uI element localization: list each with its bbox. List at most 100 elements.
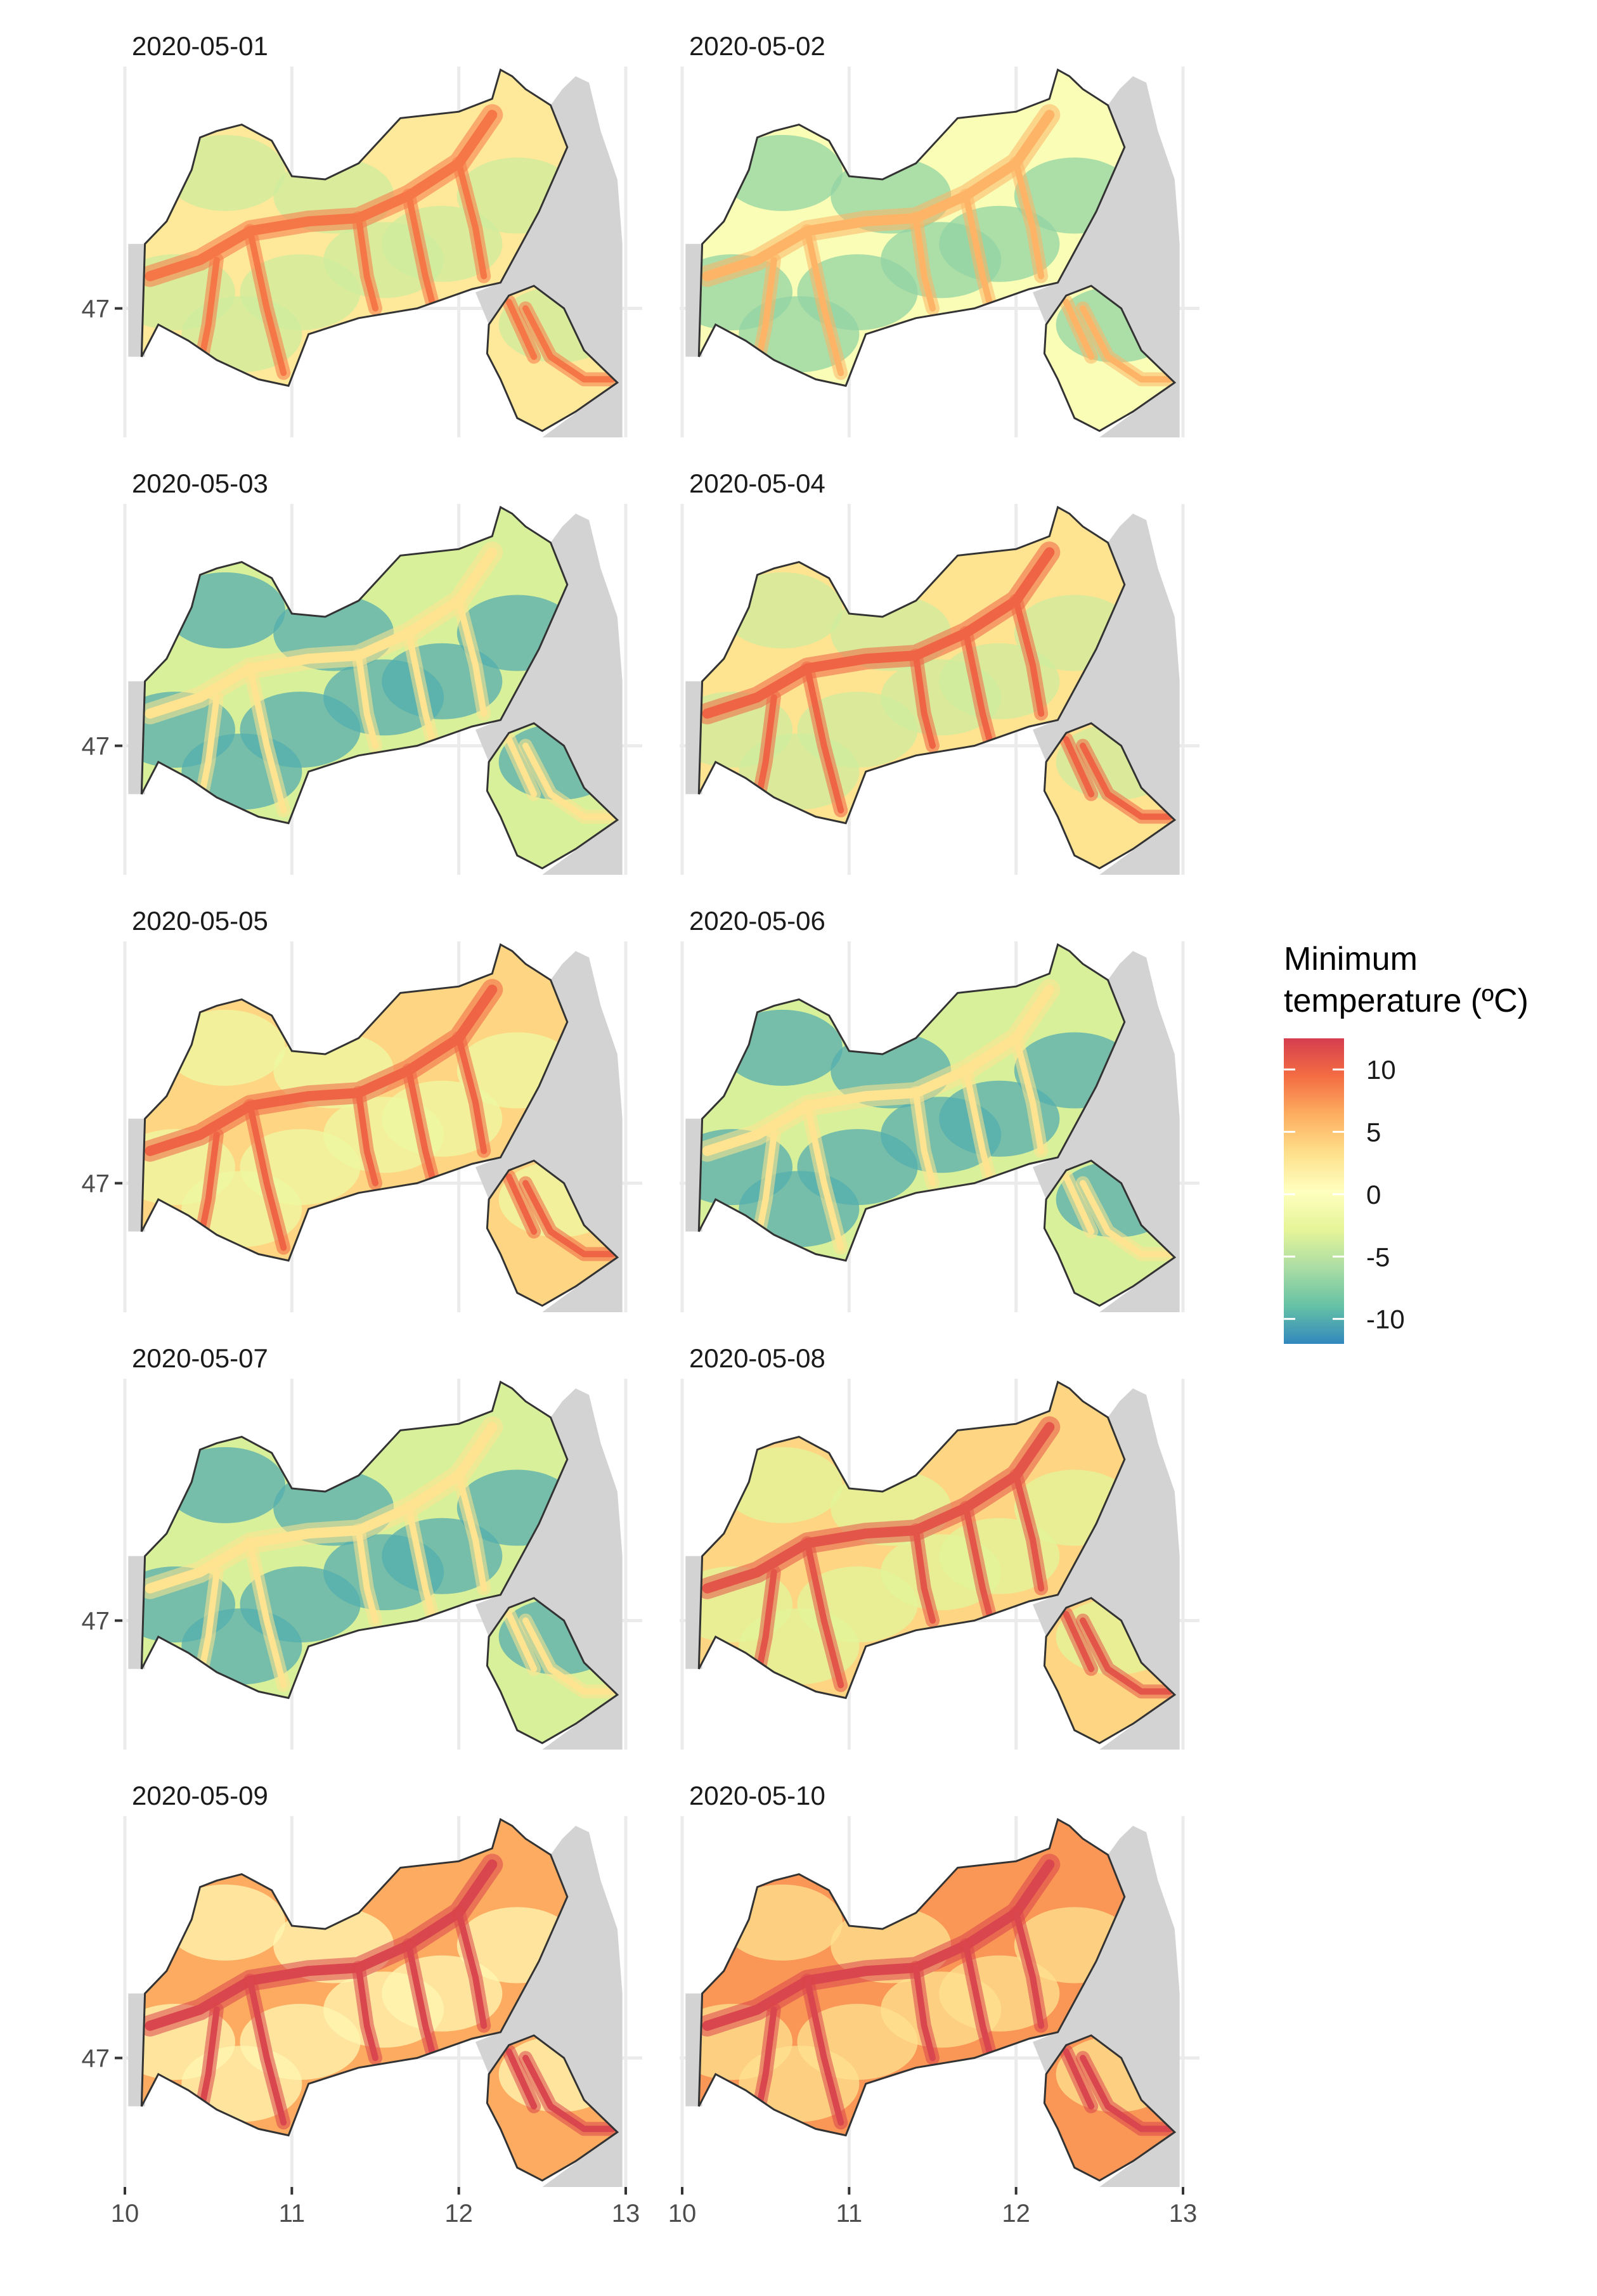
valley-warm-core xyxy=(522,2054,616,2132)
cold-mountain-area xyxy=(165,1447,285,1523)
valley-warm-core xyxy=(247,1977,287,2126)
y-tick-label: 47 xyxy=(82,733,110,761)
cold-mountain-area xyxy=(165,134,285,211)
valley-warm-core xyxy=(912,1090,936,1187)
valley-warm-core xyxy=(247,1540,287,1689)
valley-warm-core xyxy=(804,228,844,377)
valley-warm-core xyxy=(505,1611,538,1672)
valley-warm-core xyxy=(804,1977,844,2126)
neighbour-land-east xyxy=(1033,1388,1180,1750)
cold-mountain-area xyxy=(722,1884,843,1961)
facet-panel: 2020-05-10 10 11 12 13 xyxy=(668,1781,1199,2228)
east-tyrol-border xyxy=(1043,2034,1177,2182)
east-tyrol-border xyxy=(486,2034,619,2182)
neighbour-land-east xyxy=(1033,1826,1180,2187)
x-tick-label: 13 xyxy=(612,2200,640,2228)
y-tick-label: 47 xyxy=(82,1170,110,1198)
valley-warm-core xyxy=(702,110,1055,281)
north-tyrol-border xyxy=(697,1817,1126,2137)
valley-warm-core xyxy=(505,1173,538,1235)
valley-warm-core xyxy=(1063,736,1095,797)
legend-break-label: 5 xyxy=(1366,1118,1381,1147)
valley-warm-core xyxy=(1080,742,1173,820)
valley-warm-core xyxy=(1012,1472,1045,1592)
legend-title: temperature (ºC) xyxy=(1284,983,1529,1019)
north-tyrol-border xyxy=(697,505,1126,825)
facet-panel: 2020-05-08 xyxy=(680,1343,1199,1750)
neighbour-land-west xyxy=(685,1993,702,2106)
valley-warm-core xyxy=(804,1540,844,1689)
x-tick-label: 11 xyxy=(836,2200,863,2228)
x-tick-label: 12 xyxy=(444,2200,473,2228)
valley-warm-core xyxy=(912,1527,936,1624)
valley-warm-core xyxy=(1063,1173,1095,1235)
neighbour-land-east xyxy=(1033,951,1180,1312)
valley-warm-core xyxy=(145,547,498,719)
x-tick-label: 11 xyxy=(279,2200,306,2228)
valley-warm-core xyxy=(1080,2054,1173,2132)
legend-title: Minimum xyxy=(1284,941,1418,977)
facet-panel: 2020-05-03 47 xyxy=(82,468,642,875)
valley-warm-core xyxy=(1063,1611,1095,1672)
neighbour-land-west xyxy=(685,243,702,357)
east-tyrol-border xyxy=(486,722,619,870)
valley-warm-core xyxy=(355,215,378,312)
valley-warm-core xyxy=(405,192,437,312)
facet-panel: 2020-05-04 xyxy=(680,468,1199,875)
valley-warm-core xyxy=(145,110,498,281)
north-tyrol-border xyxy=(140,505,569,825)
valley-warm-core xyxy=(522,1617,616,1695)
valley-warm-core xyxy=(405,1942,437,2061)
north-tyrol-border xyxy=(697,1380,1126,1699)
valley-warm-core xyxy=(804,665,844,814)
valley-warm-core xyxy=(962,1504,995,1624)
neighbour-land-east xyxy=(475,951,623,1312)
neighbour-land-east xyxy=(475,1826,623,2187)
valley-warm-core xyxy=(702,1859,1055,2031)
valley-warm-core xyxy=(1063,299,1095,360)
facet-strip-label: 2020-05-05 xyxy=(132,906,268,936)
valley-warm-core xyxy=(455,1909,488,2029)
cold-mountain-area xyxy=(722,572,843,648)
valley-warm-core xyxy=(702,984,1055,1156)
neighbour-land-east xyxy=(475,76,623,438)
valley-warm-core xyxy=(355,1964,378,2061)
north-tyrol-border xyxy=(140,68,569,387)
cold-mountain-area xyxy=(722,1447,843,1523)
facet-panels: 2020-05-01472020-05-022020-05-03472020-0… xyxy=(82,31,1199,2228)
valley-warm-core xyxy=(522,742,616,820)
valley-warm-core xyxy=(355,1527,378,1624)
north-tyrol-border xyxy=(140,1380,569,1699)
cold-mountain-area xyxy=(165,572,285,648)
cold-mountain-area xyxy=(165,1009,285,1086)
valley-warm-core xyxy=(405,1504,437,1624)
neighbour-land-west xyxy=(128,1993,145,2106)
valley-warm-core xyxy=(247,1102,287,1251)
facet-panel: 2020-05-05 47 xyxy=(82,906,642,1312)
east-tyrol-border xyxy=(486,1159,619,1307)
neighbour-land-west xyxy=(128,681,145,794)
east-tyrol-border xyxy=(1043,722,1177,870)
x-tick-label: 12 xyxy=(1002,2200,1030,2228)
valley-warm-core xyxy=(912,215,936,312)
north-tyrol-border xyxy=(140,943,569,1262)
valley-warm-core xyxy=(1012,160,1045,280)
east-tyrol-border xyxy=(1043,285,1177,432)
facet-panel: 2020-05-09 47 10 11 12 13 xyxy=(82,1781,642,2228)
east-tyrol-border xyxy=(486,1597,619,1745)
valley-warm-core xyxy=(962,1067,995,1187)
valley-warm-core xyxy=(247,665,287,814)
facet-panel: 2020-05-02 xyxy=(680,31,1199,438)
valley-warm-core xyxy=(962,629,995,749)
facet-panel: 2020-05-01 47 xyxy=(82,31,642,438)
neighbour-land-west xyxy=(685,681,702,794)
valley-warm-core xyxy=(1063,2048,1095,2110)
neighbour-land-west xyxy=(685,1556,702,1669)
valley-warm-core xyxy=(455,1035,488,1154)
valley-warm-core xyxy=(145,1859,498,2031)
valley-warm-core xyxy=(522,1180,616,1258)
valley-warm-core xyxy=(455,1472,488,1592)
neighbour-land-east xyxy=(1033,513,1180,875)
valley-warm-core xyxy=(804,1102,844,1251)
